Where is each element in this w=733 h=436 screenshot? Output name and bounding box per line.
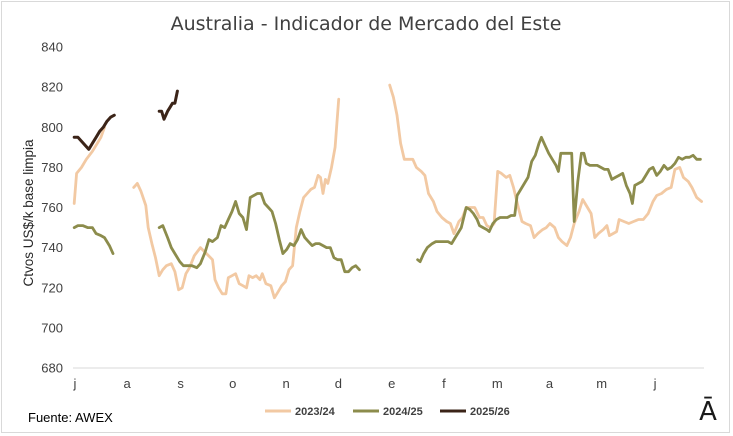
y-tick-label: 800 <box>41 120 63 135</box>
y-tick-label: 820 <box>41 80 63 95</box>
x-tick-label: j <box>653 376 657 391</box>
y-tick-label: 740 <box>41 240 63 255</box>
series-line-segment <box>72 224 115 256</box>
x-tick-label: e <box>388 376 395 391</box>
legend-item: 2023/24 <box>265 406 336 418</box>
series-line-segment <box>388 83 703 248</box>
y-tick-label: 840 <box>41 40 63 55</box>
legend-label: 2023/24 <box>295 406 336 418</box>
x-tick-label: a <box>546 376 554 391</box>
series-2025-26 <box>72 89 179 151</box>
y-tick-label: 680 <box>41 361 63 376</box>
chart-title: Australia - Indicador de Mercado del Est… <box>171 13 562 35</box>
y-tick-label: 760 <box>41 200 63 215</box>
y-axis-ticks: 680 700 720 740 760 780 800 820 840 <box>41 40 63 376</box>
source-note: Fuente: AWEX <box>28 410 113 425</box>
x-tick-label: d <box>335 376 342 391</box>
x-tick-label: f <box>442 376 446 391</box>
x-tick-label: o <box>229 376 236 391</box>
series-line-segment <box>72 125 106 205</box>
series-line-segment <box>132 97 341 300</box>
x-tick-label: n <box>283 376 290 391</box>
y-tick-label: 720 <box>41 280 63 295</box>
series-line-segment <box>72 113 116 151</box>
x-tick-label: j <box>73 376 77 391</box>
legend-label: 2025/26 <box>470 406 510 418</box>
logo-text: Ā <box>699 396 717 427</box>
y-axis-label: Ctvos US$/k base limpia <box>21 139 36 287</box>
x-tick-label: m <box>492 376 503 391</box>
awex-logo: Ā <box>699 396 717 427</box>
legend-item: 2024/25 <box>353 406 423 418</box>
y-tick-label: 700 <box>41 320 63 335</box>
series-line-segment <box>157 89 179 121</box>
y-tick-label: 780 <box>41 160 63 175</box>
x-tick-label: m <box>596 376 607 391</box>
series-line-segment <box>157 192 361 274</box>
series-2023-24 <box>72 83 703 300</box>
series-2024-25 <box>72 135 702 274</box>
legend-item: 2025/26 <box>440 406 510 418</box>
x-tick-label: a <box>124 376 132 391</box>
series-layer <box>72 83 703 300</box>
series-line-segment <box>416 135 702 264</box>
x-tick-label: s <box>177 376 184 391</box>
legend-label: 2024/25 <box>383 406 423 418</box>
legend: 2023/24 2024/25 2025/26 <box>265 406 510 418</box>
